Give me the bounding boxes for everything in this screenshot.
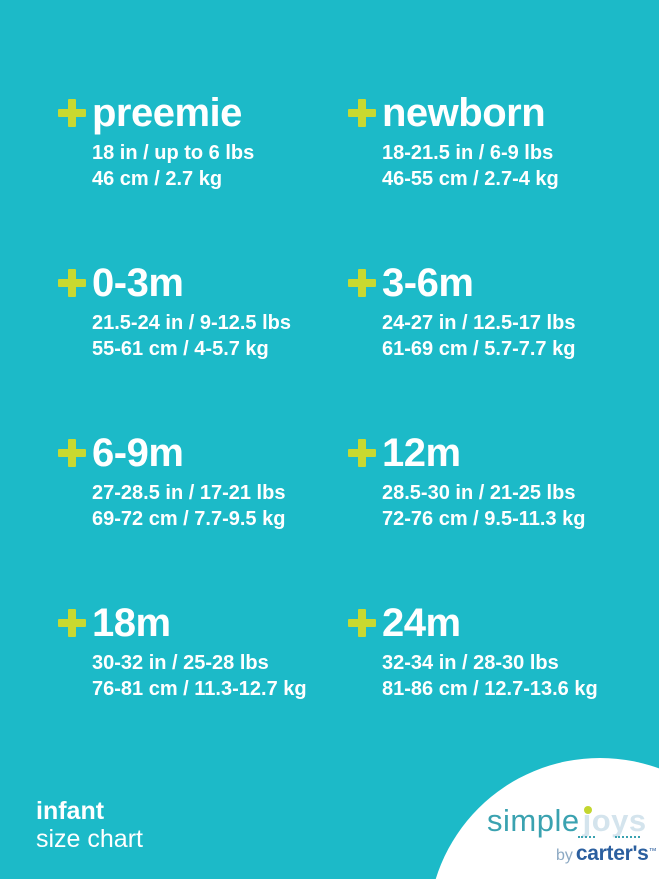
size-metric: 61-69 cm / 5.7-7.7 kg [382, 338, 576, 360]
size-metric: 55-61 cm / 4-5.7 kg [92, 338, 269, 360]
logo-dotted-underline-icon [578, 836, 640, 838]
size-label: preemie [92, 91, 242, 135]
size-cell-0-3m: 0-3m 21.5-24 in / 9-12.5 lbs 55-61 cm / … [58, 262, 348, 432]
size-head: 0-3m [58, 262, 348, 304]
size-head: 18m [58, 602, 348, 644]
size-head: 6-9m [58, 432, 348, 474]
size-imperial: 21.5-24 in / 9-12.5 lbs [92, 312, 291, 334]
plus-icon [348, 439, 376, 467]
size-head: newborn [348, 92, 638, 134]
size-head: 24m [348, 602, 638, 644]
size-cell-24m: 24m 32-34 in / 28-30 lbs 81-86 cm / 12.7… [348, 602, 638, 772]
plus-icon [348, 99, 376, 127]
plus-icon [58, 99, 86, 127]
size-imperial: 27-28.5 in / 17-21 lbs [92, 482, 286, 504]
size-details: 18 in / up to 6 lbs 46 cm / 2.7 kg [58, 140, 348, 192]
size-cell-newborn: newborn 18-21.5 in / 6-9 lbs 46-55 cm / … [348, 92, 638, 262]
size-label: newborn [382, 91, 546, 135]
logo-word-joys: joys [583, 803, 647, 838]
size-label: 24m [382, 601, 461, 645]
size-cell-3-6m: 3-6m 24-27 in / 12.5-17 lbs 61-69 cm / 5… [348, 262, 638, 432]
size-metric: 72-76 cm / 9.5-11.3 kg [382, 508, 586, 530]
size-details: 32-34 in / 28-30 lbs 81-86 cm / 12.7-13.… [348, 650, 638, 702]
plus-icon [348, 269, 376, 297]
size-metric: 81-86 cm / 12.7-13.6 kg [382, 678, 598, 700]
size-metric: 46-55 cm / 2.7-4 kg [382, 168, 559, 190]
size-label: 12m [382, 431, 461, 475]
plus-icon [58, 439, 86, 467]
size-imperial: 28.5-30 in / 21-25 lbs [382, 482, 576, 504]
size-details: 28.5-30 in / 21-25 lbs 72-76 cm / 9.5-11… [348, 480, 638, 532]
size-label: 0-3m [92, 261, 184, 305]
size-label: 18m [92, 601, 171, 645]
size-details: 24-27 in / 12.5-17 lbs 61-69 cm / 5.7-7.… [348, 310, 638, 362]
size-cell-preemie: preemie 18 in / up to 6 lbs 46 cm / 2.7 … [58, 92, 348, 262]
size-imperial: 18-21.5 in / 6-9 lbs [382, 142, 554, 164]
size-details: 30-32 in / 25-28 lbs 76-81 cm / 11.3-12.… [58, 650, 348, 702]
size-details: 27-28.5 in / 17-21 lbs 69-72 cm / 7.7-9.… [58, 480, 348, 532]
size-head: 3-6m [348, 262, 638, 304]
size-metric: 76-81 cm / 11.3-12.7 kg [92, 678, 307, 700]
size-details: 18-21.5 in / 6-9 lbs 46-55 cm / 2.7-4 kg [348, 140, 638, 192]
size-metric: 69-72 cm / 7.7-9.5 kg [92, 508, 286, 530]
plus-icon [348, 609, 376, 637]
plus-icon [58, 269, 86, 297]
size-details: 21.5-24 in / 9-12.5 lbs 55-61 cm / 4-5.7… [58, 310, 348, 362]
logo-brand-name: carter's [575, 842, 649, 865]
logo-by-text: by [556, 847, 573, 864]
chart-subtitle: size chart [36, 825, 143, 853]
size-cell-12m: 12m 28.5-30 in / 21-25 lbs 72-76 cm / 9.… [348, 432, 638, 602]
logo-byline: by carter's™ [556, 842, 657, 866]
plus-icon [58, 609, 86, 637]
chart-title: infant size chart [36, 797, 143, 853]
size-cell-18m: 18m 30-32 in / 25-28 lbs 76-81 cm / 11.3… [58, 602, 348, 772]
size-head: preemie [58, 92, 348, 134]
size-imperial: 18 in / up to 6 lbs [92, 142, 255, 164]
logo-word-simple: simple [487, 803, 580, 838]
logo-word-joys-text: joys [582, 803, 647, 838]
size-head: 12m [348, 432, 638, 474]
size-grid: preemie 18 in / up to 6 lbs 46 cm / 2.7 … [58, 92, 638, 772]
size-imperial: 32-34 in / 28-30 lbs [382, 652, 559, 674]
size-imperial: 30-32 in / 25-28 lbs [92, 652, 269, 674]
chart-category: infant [36, 797, 105, 825]
size-metric: 46 cm / 2.7 kg [92, 168, 223, 190]
brand-logo: simple joys [487, 804, 647, 838]
logo-j-dot-icon [583, 806, 592, 814]
size-imperial: 24-27 in / 12.5-17 lbs [382, 312, 576, 334]
size-cell-6-9m: 6-9m 27-28.5 in / 17-21 lbs 69-72 cm / 7… [58, 432, 348, 602]
trademark-symbol: ™ [648, 846, 657, 856]
size-label: 6-9m [92, 431, 184, 475]
size-label: 3-6m [382, 261, 474, 305]
